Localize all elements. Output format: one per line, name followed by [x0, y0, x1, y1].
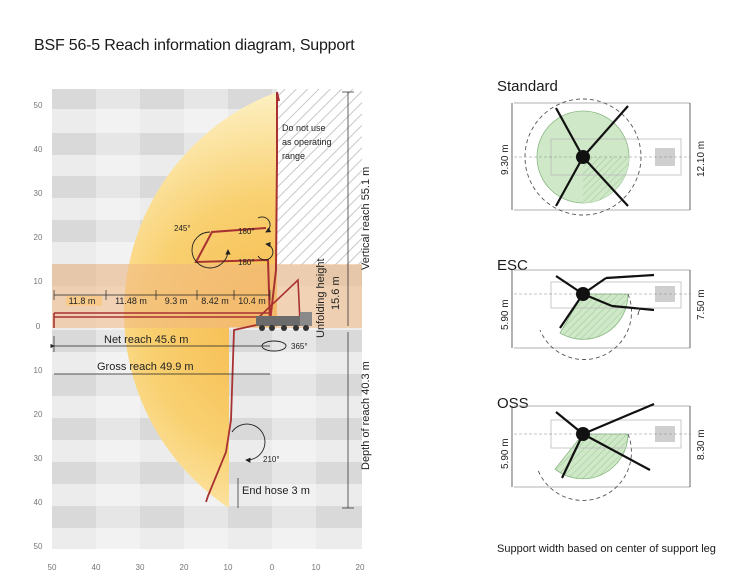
esc-left-dim: 5.90 m: [500, 299, 511, 330]
no-use-line: Do not use: [282, 123, 326, 133]
net-reach-label: Net reach 45.6 m: [104, 334, 188, 346]
standard-right-dim: 12.10 m: [696, 141, 707, 177]
angle-245: 245°: [174, 224, 191, 233]
x-tick: 20: [180, 563, 189, 572]
support-oss: OSS 5.90 m 8.30 m: [497, 395, 707, 501]
y-tick: 50: [34, 101, 43, 110]
standard-left-dim: 9.30 m: [500, 144, 511, 175]
x-tick: 30: [136, 563, 145, 572]
standard-title: Standard: [497, 78, 558, 95]
x-tick: 50: [48, 563, 57, 572]
no-use-region: [277, 89, 362, 265]
boom-depth: [205, 321, 271, 503]
segment-label: 11.8 m: [69, 296, 96, 306]
segment-dimension-line: [53, 290, 271, 300]
x-axis: 50 40 30 20 10 0 10 20: [48, 563, 365, 572]
y-tick: 10: [34, 277, 43, 286]
segment-label: 10.4 m: [238, 296, 266, 306]
segment-label: 11.48 m: [115, 296, 147, 306]
unfolding-height-value: 15.6 m: [330, 276, 342, 310]
y-tick: 10: [34, 366, 43, 375]
oss-right-dim: 8.30 m: [696, 429, 707, 460]
support-esc: ESC 5.90 m 7.50 m 7: [497, 257, 707, 360]
rotation-arcs: [191, 216, 287, 463]
angle-180-top: 180°: [238, 227, 255, 236]
y-axis: 50 40 30 20 10 0 10 20 30 40 50: [34, 101, 43, 551]
oss-title: OSS: [497, 395, 529, 412]
net-reach-line: [50, 336, 270, 352]
x-tick: 10: [224, 563, 233, 572]
segment-label: 8.42 m: [201, 296, 229, 306]
unfolding-height-label: Unfolding height: [315, 258, 327, 338]
y-tick: 20: [34, 410, 43, 419]
x-tick: 20: [356, 563, 365, 572]
esc-title: ESC: [497, 257, 528, 274]
support-standard: Standard 9.30 m 12.10 m: [497, 78, 707, 216]
angle-210: 210°: [263, 455, 280, 464]
support-caption: Support width based on center of support…: [497, 543, 716, 555]
oss-left-dim: 5.90 m: [500, 438, 511, 469]
boom-horizontal: [53, 278, 301, 328]
depth-label: Depth of reach 40.3 m: [360, 361, 372, 470]
x-tick: 40: [92, 563, 101, 572]
esc-small-label: 7: [636, 307, 641, 317]
x-tick: 0: [270, 563, 275, 572]
esc-right-dim: 7.50 m: [696, 289, 707, 320]
page-title: BSF 56-5 Reach information diagram, Supp…: [34, 37, 355, 54]
x-tick: 10: [312, 563, 321, 572]
no-use-note: Do not use as operating range: [282, 123, 332, 161]
angle-365: 365°: [291, 342, 308, 351]
gross-reach-label: Gross reach 49.9 m: [97, 361, 194, 373]
y-tick: 20: [34, 233, 43, 242]
y-tick: 40: [34, 145, 43, 154]
vertical-reach-line: [342, 91, 354, 326]
truck-icon: [256, 312, 312, 331]
y-tick: 50: [34, 542, 43, 551]
y-tick: 30: [34, 189, 43, 198]
y-tick: 40: [34, 498, 43, 507]
boom-vertical: [269, 91, 280, 323]
end-hose-label: End hose 3 m: [242, 485, 310, 497]
segment-label: 9.3 m: [165, 296, 188, 306]
angle-180-bottom: 180°: [238, 258, 255, 267]
depth-line: [342, 332, 354, 509]
no-use-line: as operating: [282, 137, 332, 147]
y-tick: 30: [34, 454, 43, 463]
y-tick: 0: [36, 322, 41, 331]
vertical-reach-label: Vertical reach 55.1 m: [360, 167, 372, 270]
no-use-line: range: [282, 151, 305, 161]
